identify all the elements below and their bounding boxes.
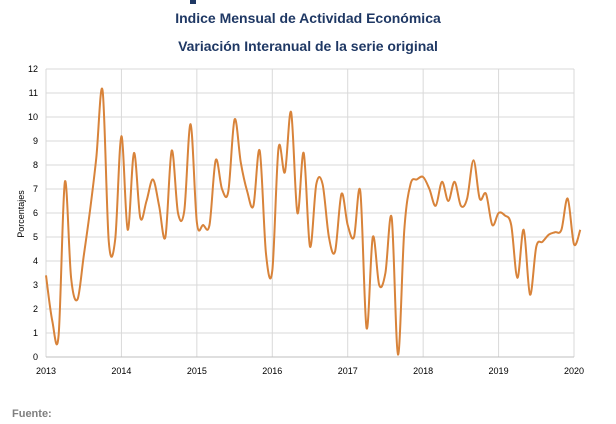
x-tick-label: 2013 bbox=[36, 366, 56, 376]
x-tick-label: 2015 bbox=[187, 366, 207, 376]
chart-title: Indice Mensual de Actividad Económica bbox=[175, 10, 441, 26]
y-axis-label: Porcentajes bbox=[16, 190, 26, 238]
title-decoration bbox=[190, 0, 196, 4]
y-tick-label: 3 bbox=[33, 280, 38, 290]
y-tick-label: 4 bbox=[33, 256, 38, 266]
x-tick-label: 2017 bbox=[338, 366, 358, 376]
y-tick-label: 0 bbox=[33, 352, 38, 362]
y-tick-label: 10 bbox=[28, 112, 38, 122]
x-tick-label: 2020 bbox=[564, 366, 584, 376]
x-axis-ticks: 2013 2014 2015 2016 2017 2018 2019 2020 bbox=[36, 366, 584, 376]
series-line bbox=[45, 87, 582, 356]
x-tick-label: 2019 bbox=[489, 366, 509, 376]
y-tick-label: 2 bbox=[33, 304, 38, 314]
source-label: Fuente: bbox=[12, 408, 52, 420]
y-tick-label: 5 bbox=[33, 232, 38, 242]
y-tick-label: 11 bbox=[29, 88, 38, 98]
x-tick-label: 2016 bbox=[262, 366, 282, 376]
chart-grid bbox=[45, 68, 575, 358]
y-tick-label: 6 bbox=[33, 208, 38, 218]
y-tick-label: 9 bbox=[33, 136, 38, 146]
y-tick-label: 1 bbox=[33, 328, 38, 338]
y-tick-label: 12 bbox=[28, 64, 38, 74]
chart-subtitle: Variación Interanual de la serie origina… bbox=[178, 38, 438, 54]
y-tick-label: 8 bbox=[33, 160, 38, 170]
x-tick-label: 2014 bbox=[111, 366, 131, 376]
y-tick-label: 7 bbox=[33, 184, 38, 194]
x-tick-label: 2018 bbox=[413, 366, 433, 376]
